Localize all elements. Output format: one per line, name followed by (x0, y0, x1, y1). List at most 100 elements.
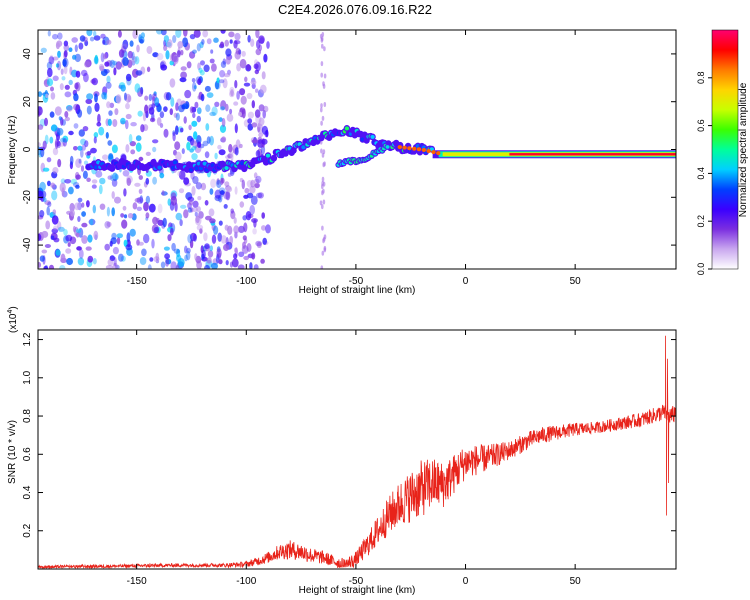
noise-mark (220, 61, 227, 68)
noise-mark (152, 176, 158, 185)
noise-mark (262, 105, 269, 113)
noise-mark (72, 225, 76, 233)
noise-mark (123, 188, 127, 197)
noise-mark (160, 64, 168, 71)
noise-mark (81, 222, 88, 228)
x-tick-label: -150 (127, 276, 147, 287)
noise-mark (137, 241, 144, 246)
noise-mark (39, 210, 45, 218)
noise-mark (253, 264, 259, 269)
noise-mark (136, 196, 144, 204)
noise-mark (226, 113, 234, 122)
noise-mark (211, 106, 218, 116)
noise-mark (206, 257, 212, 264)
noise-mark (233, 217, 237, 224)
noise-mark (229, 39, 233, 44)
noise-mark (52, 75, 59, 82)
noise-mark (239, 88, 246, 96)
noise-mark (87, 234, 93, 243)
noise-mark (70, 209, 75, 217)
noise-mark (176, 50, 181, 58)
noise-mark (206, 38, 212, 45)
noise-mark (191, 185, 196, 196)
snr-y-multiplier-base: (x10 (8, 313, 19, 333)
noise-mark (193, 85, 197, 90)
noise-mark (251, 252, 256, 260)
noise-mark (207, 250, 214, 258)
noise-mark (56, 40, 63, 47)
noise-mark (218, 259, 223, 265)
noise-mark (56, 127, 64, 136)
noise-mark (204, 243, 210, 250)
noise-mark (92, 258, 97, 265)
noise-mark (167, 234, 172, 242)
noise-mark (139, 257, 147, 265)
noise-mark (200, 60, 205, 66)
noise-mark (111, 191, 115, 199)
noise-mark (233, 101, 239, 106)
noise-mark (56, 60, 62, 71)
x-tick-label: 0 (463, 576, 469, 587)
noise-mark (214, 80, 221, 90)
noise-mark (163, 44, 168, 52)
noise-mark (115, 94, 122, 104)
noise-mark (323, 247, 327, 253)
noise-mark (242, 235, 247, 241)
noise-mark (148, 203, 156, 213)
noise-mark (38, 91, 43, 97)
noise-mark (233, 253, 238, 260)
noise-mark (145, 151, 151, 156)
noise-mark (216, 77, 220, 84)
noise-mark (250, 195, 258, 205)
noise-mark (127, 95, 132, 103)
noise-mark (221, 117, 226, 128)
noise-mark (81, 144, 86, 151)
noise-mark (194, 253, 198, 261)
ridge-mark (270, 154, 278, 162)
noise-mark (68, 186, 74, 195)
ridge-core-mark (224, 166, 229, 170)
noise-mark (137, 110, 143, 117)
noise-mark (239, 58, 247, 69)
noise-mark (132, 202, 138, 210)
noise-mark (80, 165, 85, 172)
noise-mark (91, 184, 97, 189)
noise-mark (206, 92, 214, 98)
noise-mark (221, 136, 227, 143)
noise-mark (52, 33, 59, 40)
noise-mark (42, 197, 47, 203)
noise-mark (102, 154, 109, 160)
noise-mark (245, 211, 252, 221)
noise-mark (63, 44, 70, 52)
noise-mark (166, 39, 173, 49)
noise-mark (255, 240, 262, 247)
noise-mark (144, 95, 149, 101)
noise-mark (73, 146, 78, 151)
noise-mark (68, 130, 74, 136)
noise-mark (102, 39, 106, 45)
noise-mark (321, 184, 324, 190)
noise-mark (236, 90, 240, 100)
noise-mark (47, 201, 52, 208)
x-tick-label: 50 (570, 576, 582, 587)
noise-mark (77, 145, 83, 151)
ridge-peak-mark (431, 150, 436, 155)
noise-mark (73, 93, 79, 102)
noise-mark (136, 44, 140, 53)
noise-mark (129, 40, 134, 47)
noise-mark (179, 219, 183, 227)
noise-mark (179, 77, 187, 83)
noise-mark (211, 262, 218, 269)
noise-mark (111, 144, 118, 154)
svg-text:(x104): (x104) (7, 306, 19, 333)
noise-mark (230, 208, 234, 214)
colorbar-tick-label: 0.0 (696, 263, 706, 276)
noise-mark (145, 177, 150, 185)
noise-mark (121, 43, 128, 50)
noise-mark (135, 135, 142, 142)
noise-mark (54, 140, 59, 150)
noise-mark (64, 116, 70, 122)
noise-mark (220, 189, 224, 197)
noise-mark (323, 234, 327, 240)
snr-x-label: Height of straight line (km) (299, 585, 416, 596)
